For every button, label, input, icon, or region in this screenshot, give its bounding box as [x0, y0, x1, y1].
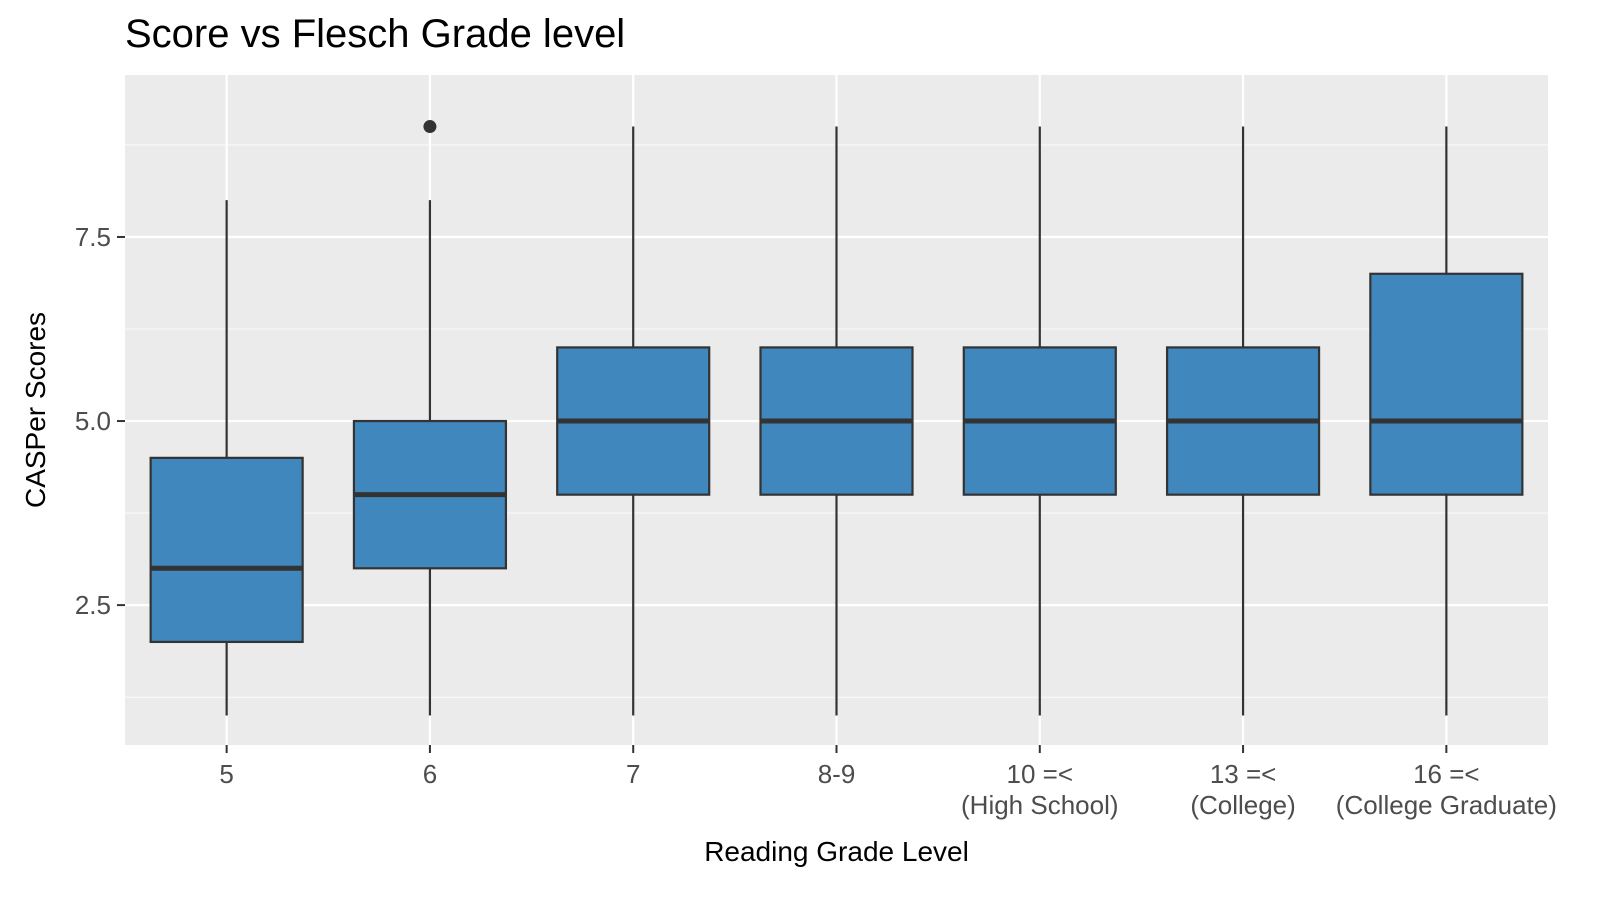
chart-title: Score vs Flesch Grade level: [125, 12, 626, 56]
x-tick-label: 5: [219, 759, 233, 789]
box-group: [1369, 126, 1524, 716]
box-group: [962, 126, 1117, 716]
y-tick-label: 5.0: [75, 406, 111, 436]
x-tick-label: 6: [423, 759, 437, 789]
y-tick-label: 2.5: [75, 590, 111, 620]
x-tick-label-line: 7: [626, 759, 640, 789]
x-tick-label: 8-9: [818, 759, 856, 789]
y-tick-label: 7.5: [75, 222, 111, 252]
box-group: [556, 126, 711, 716]
x-tick-label-line: 8-9: [818, 759, 856, 789]
box-group: [759, 126, 914, 716]
x-tick-label-line: (College): [1190, 790, 1296, 820]
x-tick-label-line: 13 =<: [1210, 759, 1277, 789]
box-iqr: [1369, 272, 1524, 496]
axis-layer: 2.55.07.55 6 7 8-9 10 =< (High School)13 =< (C…: [75, 222, 1557, 820]
x-tick-label: 13 =< (College): [1190, 759, 1296, 820]
box-iqr: [149, 456, 304, 644]
x-tick-label-line: (College Graduate): [1336, 790, 1557, 820]
x-tick-label-line: 16 =<: [1413, 759, 1480, 789]
x-axis-title: Reading Grade Level: [704, 836, 969, 867]
x-tick-label: 10 =< (High School): [961, 759, 1119, 820]
x-tick-label: 7: [626, 759, 640, 789]
box-group: [1165, 126, 1321, 716]
box-group: [352, 120, 508, 716]
x-tick-label-line: (High School): [961, 790, 1119, 820]
y-axis-title: CASPer Scores: [20, 312, 51, 508]
outlier-point: [423, 120, 437, 134]
x-tick-label-line: 6: [423, 759, 437, 789]
x-tick-label-line: 5: [219, 759, 233, 789]
box-layer: [149, 120, 1524, 716]
x-tick-label: 16 =< (College Graduate): [1336, 759, 1557, 820]
box-group: [149, 200, 304, 716]
x-tick-label-line: 10 =<: [1007, 759, 1074, 789]
